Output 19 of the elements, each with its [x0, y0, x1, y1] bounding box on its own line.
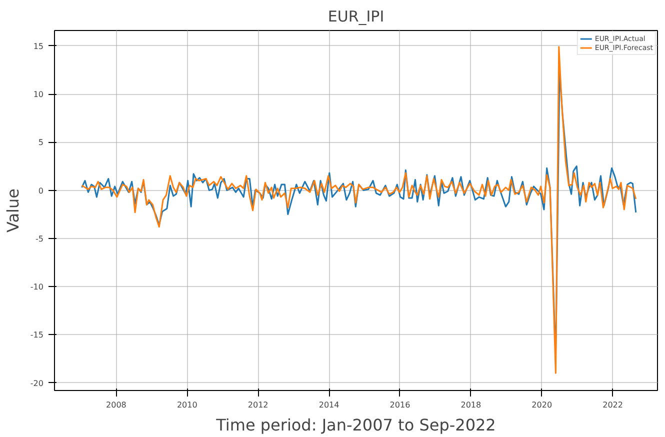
y-tick-label: -20	[30, 378, 44, 388]
chart-title: EUR_IPI	[328, 8, 384, 26]
y-tick-label: -5	[36, 234, 44, 244]
y-tick-label: -10	[30, 282, 44, 292]
y-tick-label: 15	[33, 42, 44, 51]
x-tick-label: 2008	[106, 400, 126, 410]
y-axis-title: Value	[3, 188, 22, 232]
x-tick-label: 2014	[318, 400, 340, 410]
x-tick-label: 2010	[176, 400, 198, 410]
x-tick-label: 2022	[602, 400, 623, 410]
y-tick-label: 10	[33, 90, 44, 100]
y-tick-label: -15	[30, 330, 44, 340]
x-tick-label: 2016	[390, 400, 410, 410]
y-tick-label: 5	[38, 138, 44, 148]
x-axis-title: Time period: Jan-2007 to Sep-2022	[215, 416, 496, 434]
x-tick-label: 2012	[248, 400, 268, 410]
x-tick-label: 2020	[532, 400, 552, 410]
x-tick-label: 2018	[460, 400, 482, 410]
y-tick-label: 0	[38, 186, 44, 196]
